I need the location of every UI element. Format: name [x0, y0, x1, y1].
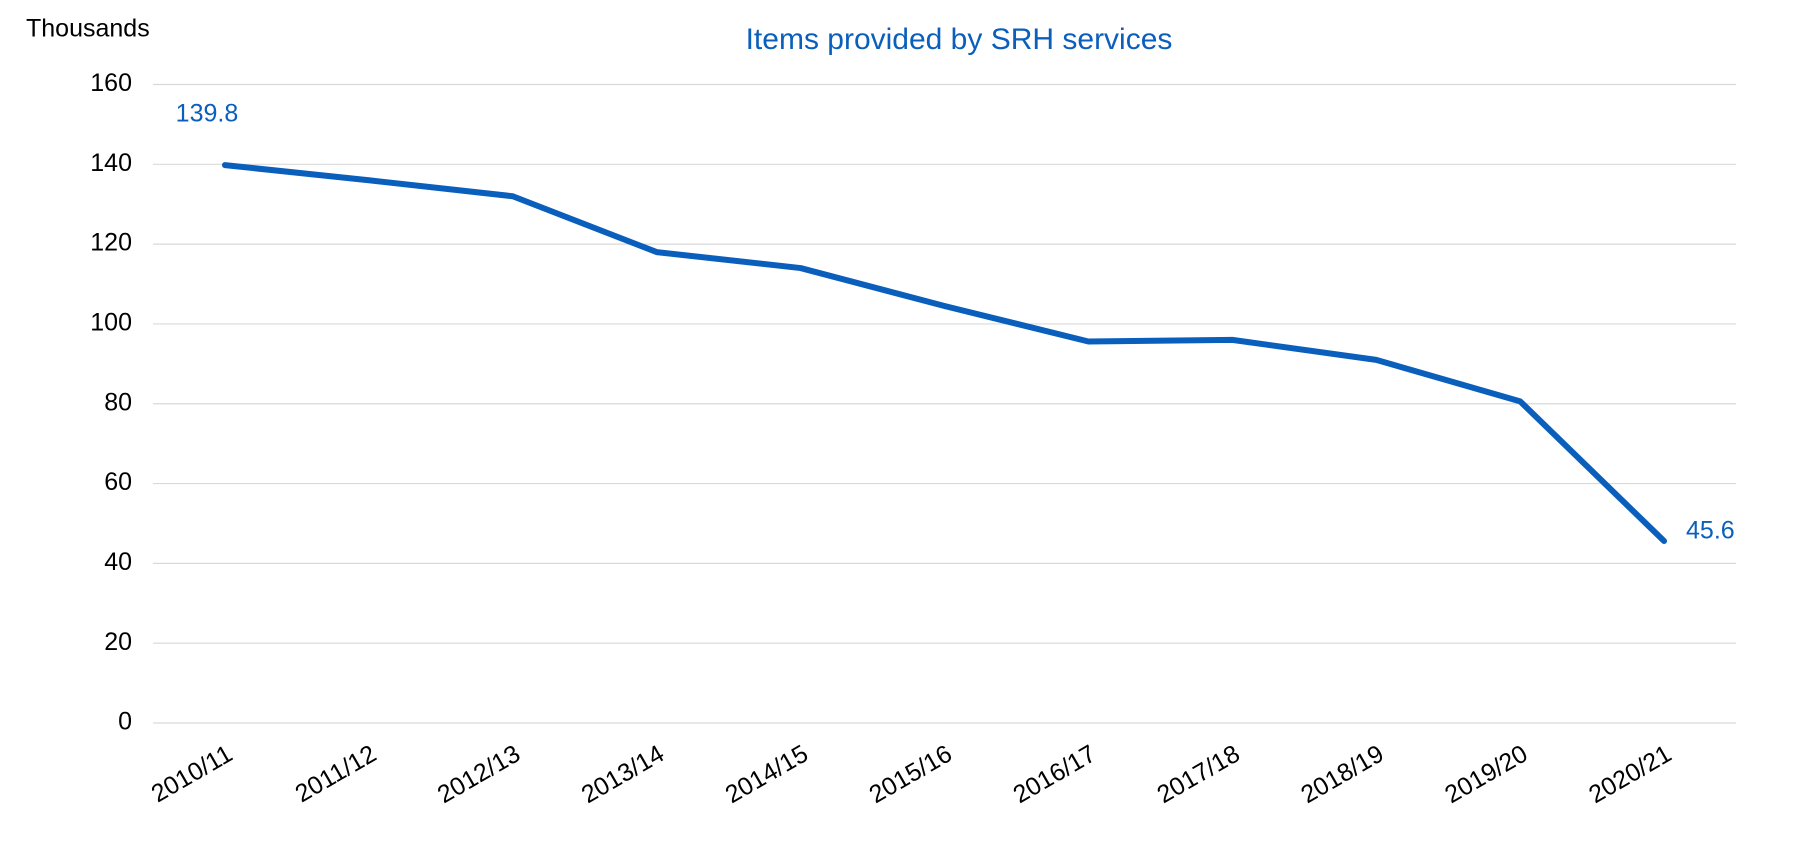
x-tick-label: 2011/12 — [291, 740, 382, 809]
y-axis-label: Thousands — [26, 15, 150, 43]
data-label: 139.8 — [176, 100, 239, 128]
y-tick-label: 40 — [104, 548, 132, 576]
series-line — [221, 162, 1668, 545]
y-tick-label: 120 — [90, 229, 132, 257]
y-tick-label: 140 — [90, 149, 132, 177]
x-tick-label: 2015/16 — [865, 740, 957, 809]
x-tick-label: 2019/20 — [1440, 740, 1532, 809]
y-tick-label: 100 — [90, 309, 132, 337]
x-tick-label: 2017/18 — [1152, 740, 1244, 809]
y-tick-label: 20 — [104, 628, 132, 656]
x-tick-label: 2013/14 — [577, 740, 669, 809]
x-tick-label: 2012/13 — [433, 740, 525, 809]
x-tick-label: 2016/17 — [1008, 740, 1100, 809]
y-tick-label: 0 — [118, 708, 132, 736]
x-tick-label: 2018/19 — [1296, 740, 1388, 809]
y-tick-label: 160 — [90, 69, 132, 97]
x-tick-label: 2010/11 — [147, 740, 238, 809]
x-tick-label: 2014/15 — [721, 740, 813, 809]
data-label: 45.6 — [1686, 517, 1735, 545]
x-tick-label: 2020/21 — [1584, 740, 1676, 809]
y-tick-label: 60 — [104, 468, 132, 496]
y-tick-label: 80 — [104, 388, 132, 416]
chart-title: Items provided by SRH services — [746, 23, 1173, 56]
